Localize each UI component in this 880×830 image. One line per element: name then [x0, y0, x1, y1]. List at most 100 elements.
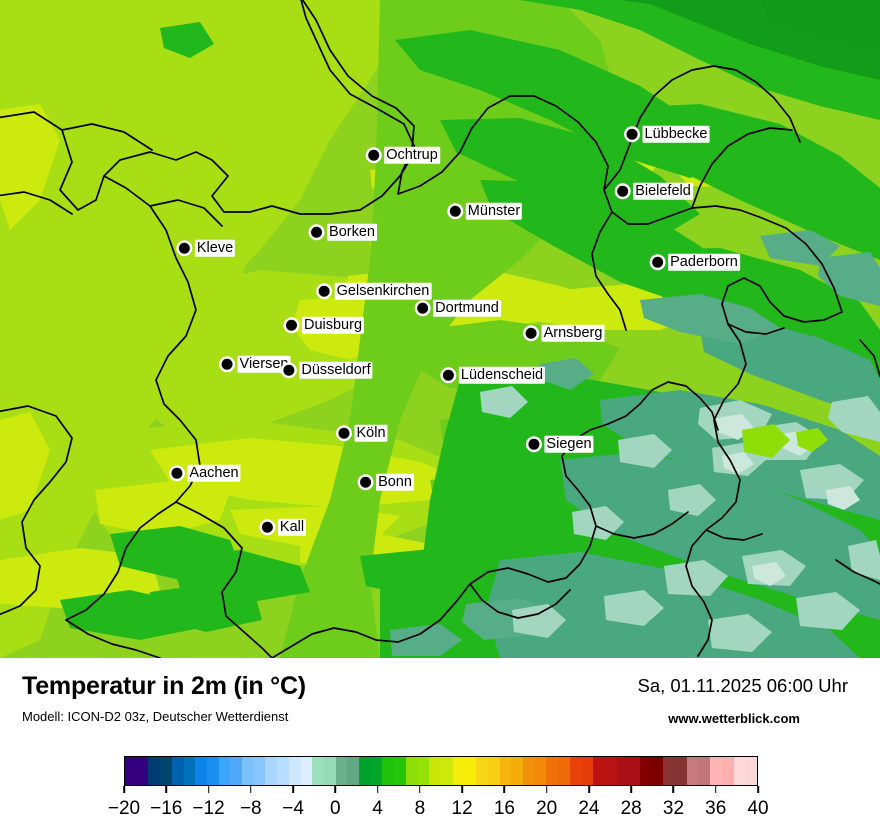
- city-label: Arnsberg: [541, 324, 605, 342]
- colorbar-swatch: [312, 757, 324, 785]
- colorbar-tick-label: 40: [747, 798, 769, 819]
- colorbar-swatch: [534, 757, 547, 785]
- colorbar-tick: [165, 786, 168, 793]
- model-subtitle: Modell: ICON-D2 03z, Deutscher Wetterdie…: [22, 709, 289, 724]
- city-marker[interactable]: Münster: [449, 202, 523, 220]
- colorbar-tick-label: −4: [282, 798, 304, 819]
- colorbar-swatch: [569, 757, 582, 785]
- colorbar-swatch: [558, 757, 570, 785]
- valid-datetime: Sa, 01.11.2025 06:00 Uhr: [637, 675, 848, 696]
- colorbar-swatch: [218, 757, 231, 785]
- colorbar-swatch: [394, 757, 406, 785]
- city-dot-icon: [283, 364, 295, 376]
- city-marker[interactable]: Ochtrup: [368, 146, 440, 164]
- city-dot-icon: [525, 327, 537, 339]
- city-label: Paderborn: [668, 253, 740, 271]
- city-marker[interactable]: Gelsenkirchen: [318, 282, 432, 300]
- colorbar-swatch: [663, 757, 676, 785]
- city-marker[interactable]: Düsseldorf: [283, 361, 373, 379]
- map-raster: [0, 0, 880, 658]
- city-marker[interactable]: Lübbecke: [626, 125, 710, 143]
- city-label: Aachen: [187, 464, 241, 482]
- colorbar-swatch: [300, 757, 313, 785]
- colorbar-tick-label: 4: [372, 798, 383, 819]
- city-marker[interactable]: Dortmund: [417, 299, 501, 317]
- city-dot-icon: [311, 226, 323, 238]
- city-dot-icon: [617, 185, 629, 197]
- colorbar-tick: [334, 786, 337, 793]
- city-marker[interactable]: Duisburg: [285, 316, 365, 334]
- website-credit: www.wetterblick.com: [668, 711, 800, 726]
- city-label: Borken: [327, 223, 377, 241]
- city-dot-icon: [338, 427, 350, 439]
- temperature-map[interactable]: Lübbecke Ochtrup Bielefeld Münster Borke…: [0, 0, 880, 658]
- colorbar-swatch: [405, 757, 418, 785]
- city-dot-icon: [528, 438, 540, 450]
- colorbar-swatch: [160, 757, 172, 785]
- city-marker[interactable]: Siegen: [528, 435, 594, 453]
- colorbar-swatch: [546, 757, 559, 785]
- colorbar-swatch: [417, 757, 430, 785]
- colorbar-swatch: [277, 757, 289, 785]
- city-label: Siegen: [544, 435, 594, 453]
- colorbar-tick: [714, 786, 717, 793]
- colorbar-swatch: [323, 757, 336, 785]
- colorbar-tick-label: 28: [620, 798, 642, 819]
- city-dot-icon: [318, 285, 330, 297]
- map-footer: Temperatur in 2m (in °C) Modell: ICON-D2…: [0, 658, 880, 830]
- colorbar-swatch: [581, 757, 594, 785]
- colorbar-swatch: [616, 757, 629, 785]
- colorbar-tick-label: 12: [451, 798, 473, 819]
- colorbar-tick-labels: −20 −16 −12 −8 −4 0 4 8 12 16 20 24 28 32 36 40: [108, 798, 769, 824]
- city-marker[interactable]: Bonn: [360, 473, 414, 491]
- temperature-colorbar: −20 −16 −12 −8 −4 0 4 8 12 16 20 24 28 32 36 40: [108, 756, 769, 824]
- city-dot-icon: [417, 302, 429, 314]
- city-marker[interactable]: Borken: [311, 223, 377, 241]
- city-label: Lübbecke: [642, 125, 710, 143]
- colorbar-swatch: [359, 757, 371, 785]
- city-marker[interactable]: Aachen: [171, 464, 241, 482]
- colorbar-swatch: [370, 757, 383, 785]
- colorbar-tick-label: −8: [239, 798, 262, 819]
- city-marker[interactable]: Köln: [338, 424, 388, 442]
- colorbar-swatch: [452, 757, 465, 785]
- colorbar-tick: [250, 786, 252, 793]
- city-marker[interactable]: Kall: [261, 518, 307, 536]
- colorbar-swatch: [522, 757, 535, 785]
- city-dot-icon: [178, 242, 190, 254]
- colorbar-tick: [588, 786, 590, 793]
- colorbar-tick-label: 16: [493, 798, 515, 819]
- colorbar-swatch: [639, 757, 652, 785]
- page-title: Temperatur in 2m (in °C): [22, 672, 306, 700]
- colorbar-swatch: [745, 757, 757, 785]
- colorbar-swatch: [593, 757, 605, 785]
- city-marker[interactable]: Paderborn: [652, 253, 740, 271]
- city-marker[interactable]: Lüdenscheid: [442, 366, 546, 384]
- colorbar-tick: [503, 786, 506, 793]
- city-label: Viersen: [237, 355, 291, 373]
- colorbar-tick-label: −16: [150, 798, 183, 819]
- city-label: Ochtrup: [384, 146, 440, 164]
- colorbar-tick-label: 20: [536, 798, 558, 819]
- colorbar-swatch: [710, 757, 722, 785]
- city-dot-icon: [285, 319, 297, 331]
- colorbar-swatch: [487, 757, 500, 785]
- city-marker[interactable]: Kleve: [178, 239, 236, 257]
- city-dot-icon: [221, 358, 233, 370]
- colorbar-swatches: [124, 756, 758, 786]
- city-marker[interactable]: Bielefeld: [617, 182, 693, 200]
- city-label: Bonn: [376, 473, 414, 491]
- city-marker[interactable]: Arnsberg: [525, 324, 605, 342]
- colorbar-tick: [207, 786, 210, 793]
- colorbar-tick-label: −12: [192, 798, 225, 819]
- city-marker[interactable]: Viersen: [221, 355, 291, 373]
- colorbar-swatch: [464, 757, 477, 785]
- colorbar-ticks: [123, 786, 759, 798]
- city-dot-icon: [449, 205, 461, 217]
- colorbar-swatch: [242, 757, 254, 785]
- city-dot-icon: [368, 149, 380, 161]
- city-label: Köln: [354, 424, 388, 442]
- colorbar-swatch: [675, 757, 687, 785]
- colorbar-tick-label: 32: [662, 798, 685, 819]
